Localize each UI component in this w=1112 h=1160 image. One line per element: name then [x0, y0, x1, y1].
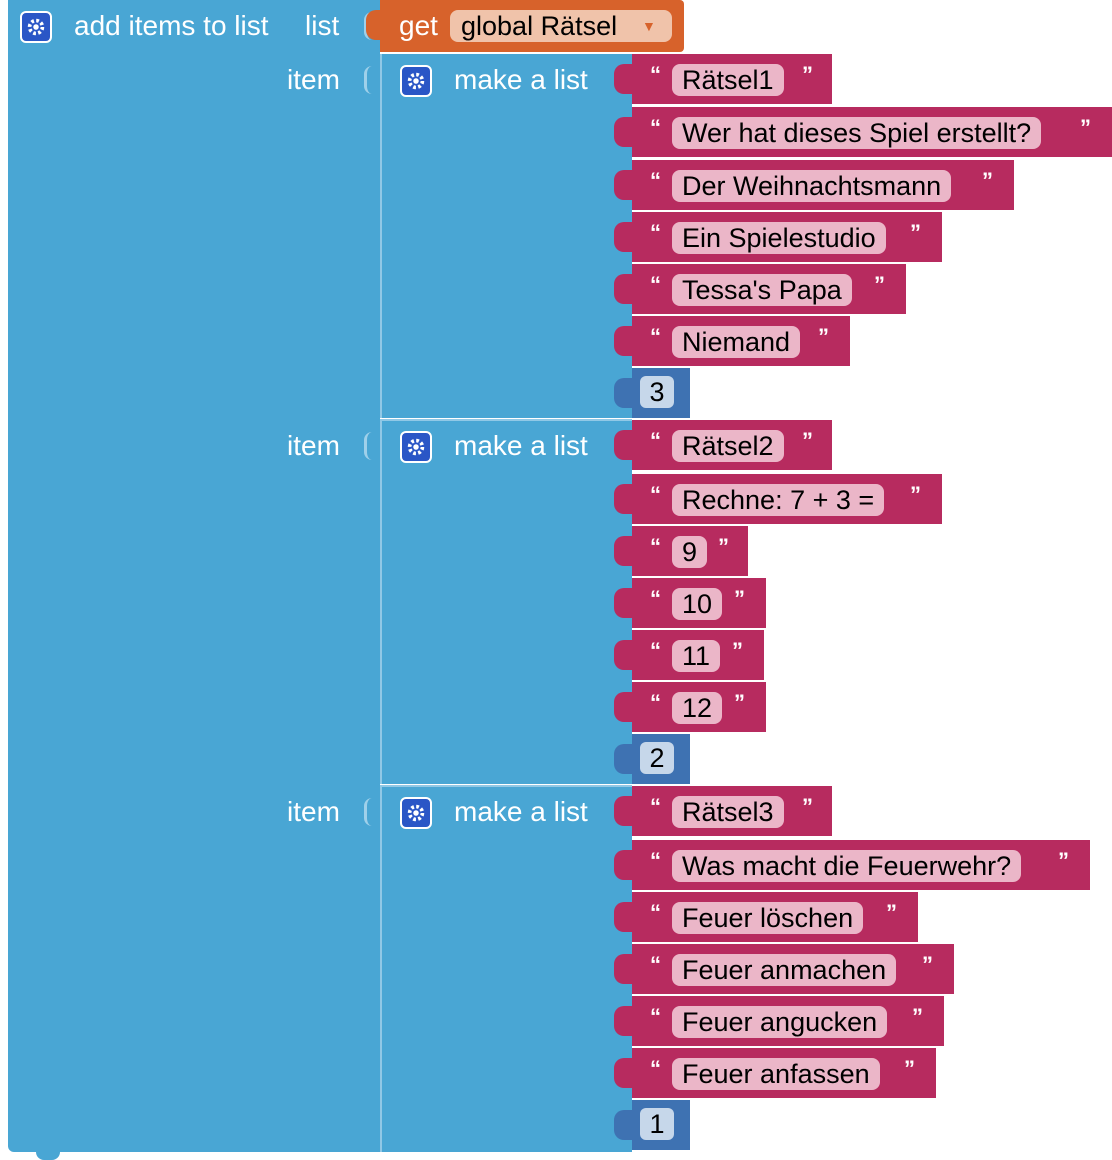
text-block[interactable]: “Feuer anmachen” [614, 944, 954, 994]
make-a-list-label-2: make a list [454, 430, 588, 461]
text-block[interactable]: “Niemand” [614, 316, 850, 366]
text-value[interactable]: 11 [672, 640, 721, 672]
text-block[interactable]: “Feuer löschen” [614, 892, 918, 942]
get-block-tab [366, 10, 384, 40]
text-block[interactable]: “Feuer anfassen” [614, 1048, 936, 1098]
text-block[interactable]: “Rechne: 7 + 3 =” [614, 474, 942, 524]
text-block[interactable]: “Rätsel3” [614, 786, 832, 836]
number-value[interactable]: 1 [640, 1108, 674, 1140]
text-value[interactable]: Rätsel3 [672, 796, 784, 828]
variable-name: global Rätsel [461, 11, 618, 41]
text-value[interactable]: 9 [672, 536, 708, 568]
item-label-2: item [287, 430, 340, 461]
bottom-notch [36, 1150, 60, 1160]
text-block[interactable]: “12” [614, 682, 766, 732]
item-socket-2 [364, 432, 378, 460]
number-block[interactable]: 3 [614, 368, 690, 418]
make-a-list-top-3 [380, 785, 632, 787]
text-value[interactable]: Rätsel1 [672, 64, 784, 96]
make-a-list-edge-3 [380, 786, 382, 1152]
text-block[interactable]: “Tessa's Papa” [614, 264, 906, 314]
text-value[interactable]: Feuer anmachen [672, 954, 897, 986]
make-a-list-block-3[interactable] [380, 786, 632, 1152]
text-block[interactable]: “Wer hat dieses Spiel erstellt?” [614, 107, 1112, 157]
gear-icon[interactable] [400, 431, 432, 463]
text-value[interactable]: Rechne: 7 + 3 = [672, 484, 885, 516]
text-value[interactable]: 10 [672, 588, 723, 620]
make-a-list-label-3: make a list [454, 796, 588, 827]
text-value[interactable]: 12 [672, 692, 723, 724]
text-block[interactable]: “Rätsel1” [614, 54, 832, 104]
list-input-label: list [305, 10, 340, 41]
text-block[interactable]: “Der Weihnachtsmann” [614, 160, 1014, 210]
text-block[interactable]: “9” [614, 526, 748, 576]
item-label-3: item [287, 796, 340, 827]
gear-icon[interactable] [400, 65, 432, 97]
text-block[interactable]: “Rätsel2” [614, 420, 832, 470]
number-value[interactable]: 2 [640, 742, 674, 774]
gear-icon[interactable] [20, 11, 52, 43]
make-a-list-label-1: make a list [454, 64, 588, 95]
text-value[interactable]: Wer hat dieses Spiel erstellt? [672, 117, 1042, 149]
text-block[interactable]: “Feuer angucken” [614, 996, 944, 1046]
item-socket-1 [364, 66, 378, 94]
make-a-list-block-2[interactable] [380, 420, 632, 784]
make-a-list-edge-1 [380, 54, 382, 418]
list-socket [364, 12, 378, 40]
item-label-1: item [287, 64, 340, 95]
text-value[interactable]: Niemand [672, 326, 801, 358]
text-block[interactable]: “11” [614, 630, 764, 680]
text-block[interactable]: “Ein Spielestudio” [614, 212, 942, 262]
make-a-list-top-2 [380, 419, 632, 421]
text-block[interactable]: “Was macht die Feuerwehr?” [614, 840, 1090, 890]
text-value[interactable]: Rätsel2 [672, 430, 784, 462]
variable-dropdown[interactable]: global Rätsel ▼ [450, 10, 672, 42]
gear-icon[interactable] [400, 797, 432, 829]
number-value[interactable]: 3 [640, 376, 674, 408]
text-value[interactable]: Der Weihnachtsmann [672, 170, 952, 202]
item-socket-3 [364, 798, 378, 826]
text-value[interactable]: Feuer anfassen [672, 1058, 880, 1090]
dropdown-arrow-icon: ▼ [642, 18, 656, 34]
text-value[interactable]: Tessa's Papa [672, 274, 852, 306]
text-value[interactable]: Feuer angucken [672, 1006, 888, 1038]
text-value[interactable]: Was macht die Feuerwehr? [672, 850, 1022, 882]
add-items-header-row [8, 0, 384, 52]
make-a-list-edge-2 [380, 420, 382, 784]
number-block[interactable]: 2 [614, 734, 690, 784]
number-block[interactable]: 1 [614, 1100, 690, 1150]
make-a-list-block-1[interactable] [380, 54, 632, 418]
add-items-to-list-block[interactable] [8, 0, 380, 1152]
add-items-to-list-label: add items to list [74, 10, 269, 41]
get-label: get [399, 10, 438, 41]
text-value[interactable]: Ein Spielestudio [672, 222, 886, 254]
text-block[interactable]: “10” [614, 578, 766, 628]
text-value[interactable]: Feuer löschen [672, 902, 864, 934]
